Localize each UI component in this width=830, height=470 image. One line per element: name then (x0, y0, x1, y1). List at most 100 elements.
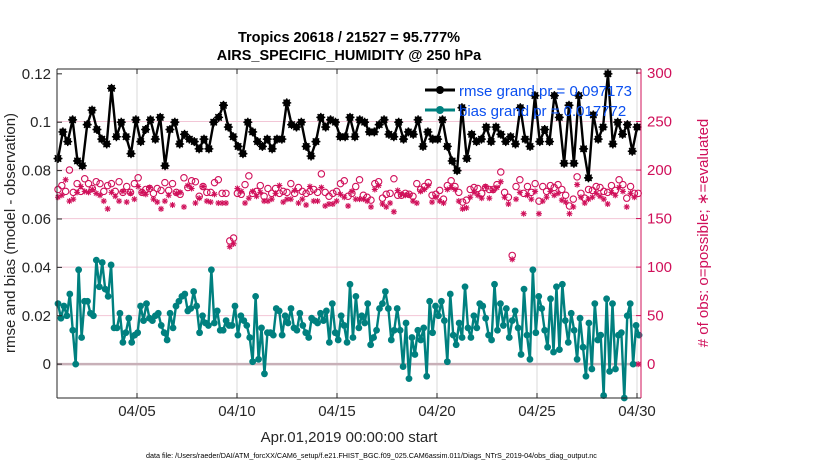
bias-point (558, 280, 566, 288)
obs-evaluated-point (314, 198, 321, 205)
obs-possible-point (275, 189, 284, 198)
obs-evaluated-point (486, 195, 493, 202)
obs-evaluated-point (119, 188, 126, 195)
rmse-marker-stroke (190, 137, 198, 146)
bias-point (532, 329, 540, 337)
rmse-marker-stroke (433, 135, 442, 143)
asterisk-stroke (166, 192, 172, 198)
obs-evaluated-point (379, 201, 386, 208)
rmse-marker-stroke (59, 128, 67, 136)
rmse-point (545, 137, 555, 147)
rmse-point (92, 124, 102, 134)
obs-evaluated-point (268, 196, 275, 203)
obs-evaluated-point (85, 189, 92, 196)
asterisk-stroke (150, 196, 157, 202)
obs-evaluated-point (127, 190, 134, 197)
asterisk-stroke (185, 182, 191, 189)
rmse-point (141, 124, 151, 134)
bias-point (181, 290, 189, 298)
rmse-point (350, 132, 360, 142)
obs-evaluated-point (539, 198, 546, 205)
asterisk-stroke (284, 196, 290, 202)
rmse-marker-stroke (283, 99, 291, 107)
obs-possible-point (115, 177, 123, 186)
asterisk-stroke (463, 205, 470, 211)
obs-possible-point (287, 179, 295, 188)
obs-evaluated-point (287, 196, 294, 203)
obs-evaluated-point (619, 188, 626, 195)
obs-evaluated-point (211, 191, 218, 198)
obs-evaluated-point (238, 188, 245, 195)
bias-point (128, 338, 136, 346)
obs-possible-point (245, 172, 253, 180)
asterisk-stroke (467, 194, 473, 200)
bias-point (452, 341, 460, 349)
obs-possible-point (100, 187, 108, 196)
rmse-marker-stroke (278, 135, 286, 143)
asterisk-stroke (563, 199, 569, 205)
rmse-point (243, 117, 253, 127)
rmse-point (374, 120, 384, 130)
rmse-marker-stroke (64, 137, 72, 146)
asterisk-stroke (311, 198, 317, 204)
obs-possible-point (355, 175, 364, 184)
bias-point (482, 314, 490, 322)
asterisk-stroke (513, 196, 519, 202)
obs-evaluated-point (222, 200, 229, 207)
asterisk-stroke (410, 198, 416, 204)
rmse-marker-stroke (477, 135, 486, 143)
bias-point (104, 292, 112, 300)
obs-evaluated-point (337, 191, 344, 198)
asterisk-stroke (257, 189, 263, 195)
obs-possible-point (283, 188, 291, 197)
bias-point (331, 329, 339, 337)
rmse-marker-stroke (146, 116, 155, 124)
bias-point (438, 297, 445, 305)
obs-possible-point (130, 179, 139, 188)
rmse-marker-stroke (511, 140, 520, 148)
obs-evaluated-point (562, 199, 569, 206)
asterisk-stroke (482, 183, 489, 190)
rmse-point (121, 132, 131, 142)
legend-label-rmse: rmse grand pr = 0.097173 (459, 83, 632, 100)
rmse-marker-stroke (579, 145, 588, 153)
bias-point (305, 334, 313, 341)
asterisk-stroke (192, 200, 199, 206)
rmse-point (442, 141, 452, 151)
obs-evaluated-point (589, 194, 596, 201)
bias-point (623, 312, 631, 320)
bias-point (95, 283, 103, 291)
asterisk-stroke (131, 196, 137, 202)
bias-point (499, 322, 507, 329)
bias-point (328, 300, 336, 308)
asterisk-stroke (536, 211, 542, 217)
obs-evaluated-point (112, 193, 119, 200)
obs-evaluated-point (100, 198, 107, 205)
obs-possible-point (218, 189, 226, 198)
bias-point (379, 300, 386, 308)
rmse-marker-stroke (297, 118, 306, 126)
asterisk-stroke (63, 177, 69, 183)
bias-point (544, 343, 552, 351)
asterisk-stroke (490, 187, 496, 194)
rmse-marker-stroke (341, 133, 349, 141)
rmse-point (330, 117, 340, 127)
asterisk-stroke (570, 204, 576, 210)
bias-point (137, 302, 144, 310)
rmse-point (58, 127, 68, 137)
obs-possible-point (596, 183, 604, 192)
obs-evaluated-point (455, 198, 462, 205)
bias-point (479, 302, 487, 310)
asterisk-stroke (620, 188, 626, 194)
obs-evaluated-point (177, 189, 184, 196)
rmse-marker-stroke (506, 133, 515, 141)
asterisk-stroke (383, 204, 389, 210)
asterisk-stroke (177, 189, 183, 195)
bias-point (243, 322, 251, 329)
asterisk-stroke (78, 183, 84, 190)
y-right-tick-label: 50 (647, 308, 664, 325)
asterisk-stroke (376, 182, 382, 189)
obs-possible-point (622, 194, 631, 202)
bias-point (408, 334, 416, 341)
asterisk-stroke (93, 190, 99, 196)
